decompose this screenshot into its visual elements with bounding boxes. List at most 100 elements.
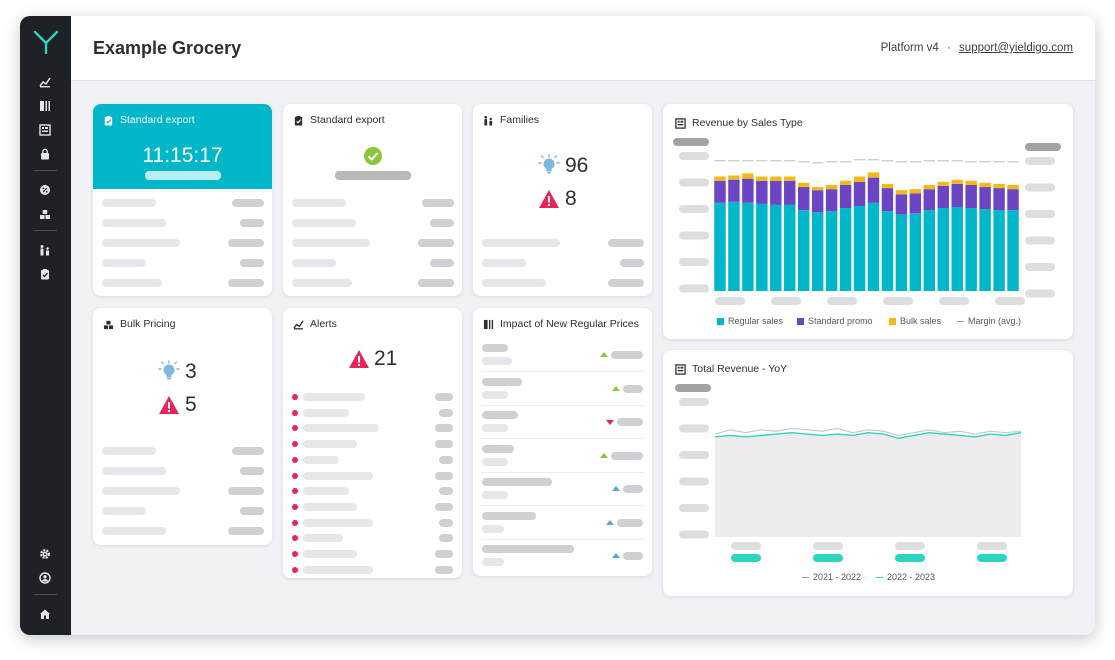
legend-2021-2022[interactable]: 2021 - 2022 <box>802 572 861 582</box>
bar-regular-sales <box>1007 210 1019 291</box>
legend-2022-2023[interactable]: 2022 - 2023 <box>876 572 935 582</box>
placeholder-bar <box>240 507 264 515</box>
x-tick-label-placeholder <box>827 297 857 305</box>
placeholder-bar <box>292 279 352 287</box>
lock-icon[interactable] <box>37 146 53 162</box>
sidebar-divider <box>34 170 57 171</box>
standard-export-card-active[interactable]: Standard export 11:15:17 <box>93 104 272 296</box>
support-link[interactable]: support@yieldigo.com <box>959 42 1073 54</box>
bulk-pricing-icon <box>103 320 114 329</box>
reports-icon <box>675 117 686 129</box>
bar-bulk-sales <box>923 184 936 190</box>
placeholder-bar <box>418 279 454 287</box>
x-tick-label-placeholder <box>939 297 969 305</box>
placeholder-bar <box>303 393 365 401</box>
bar-bulk-sales <box>909 189 922 194</box>
bar-standard-promo <box>867 177 880 203</box>
bar-standard-promo <box>1007 189 1019 211</box>
families-icon[interactable] <box>37 242 53 258</box>
bar-bulk-sales <box>756 176 768 181</box>
bulk-pricing-card[interactable]: Bulk Pricing 3 5 <box>93 308 272 545</box>
bar-standard-promo <box>839 184 852 209</box>
impact-regular-prices-card[interactable]: Impact of New Regular Prices <box>473 308 652 576</box>
y-tick-label-placeholder <box>679 178 709 187</box>
placeholder-bar <box>232 199 264 207</box>
legend-standard-promo[interactable]: Standard promo <box>797 316 873 326</box>
bar-standard-promo <box>909 193 922 214</box>
legend-bulk-sales[interactable]: Bulk sales <box>889 316 941 326</box>
export-progress-bar <box>335 171 411 180</box>
idea-count: 3 <box>185 360 197 383</box>
analytics-icon[interactable] <box>37 74 53 90</box>
bulk-pricing-icon[interactable] <box>37 206 53 222</box>
families-card[interactable]: Families 96 8 <box>473 104 652 296</box>
placeholder-bar <box>292 239 370 247</box>
families-icon <box>484 115 493 126</box>
reports-icon[interactable] <box>37 122 53 138</box>
placeholder-bar <box>303 518 373 527</box>
settings-gear-icon[interactable] <box>37 546 53 562</box>
standard-export-card[interactable]: Standard export <box>283 104 462 296</box>
page-title: Example Grocery <box>93 38 242 58</box>
bar-standard-promo <box>784 180 796 205</box>
bar-regular-sales <box>853 205 866 291</box>
placeholder-bar <box>102 279 162 287</box>
promo-icon[interactable] <box>37 182 53 198</box>
placeholder-bar <box>435 393 453 401</box>
legend-label: 2022 - 2023 <box>887 572 936 582</box>
placeholder-bar <box>439 408 453 417</box>
bar-standard-promo <box>811 190 824 213</box>
price-book-icon[interactable] <box>37 98 53 114</box>
y-tick-label-placeholder <box>679 284 709 293</box>
lightbulb-idea-icon <box>538 154 560 174</box>
bar-standard-promo <box>853 181 866 206</box>
y2-tick-label-placeholder <box>1025 289 1055 298</box>
placeholder-bar <box>102 199 156 207</box>
placeholder-bar <box>303 550 357 558</box>
legend-regular-sales[interactable]: Regular sales <box>717 316 783 326</box>
placeholder-bar <box>482 524 504 533</box>
placeholder-bar <box>617 418 643 426</box>
y-tick-label-placeholder <box>679 424 709 433</box>
export-clipboard-icon[interactable] <box>37 266 53 282</box>
bar-bulk-sales <box>784 176 796 181</box>
alert-dot <box>292 503 298 510</box>
card-title-text: Impact of New Regular Prices <box>500 318 639 330</box>
bar-bulk-sales <box>1007 184 1019 190</box>
bar-standard-promo <box>979 187 991 210</box>
bar-bulk-sales <box>825 184 838 190</box>
card-title-text: Families <box>500 114 540 126</box>
alert-dot <box>292 409 298 416</box>
bar-regular-sales <box>770 204 782 291</box>
bar-standard-promo <box>993 188 1005 211</box>
placeholder-bar <box>102 219 166 227</box>
alert-dot <box>292 566 298 573</box>
yieldigo-logo-icon[interactable] <box>33 30 59 54</box>
alert-dot <box>292 535 298 542</box>
card-title: Standard export <box>293 114 385 126</box>
placeholder-bar <box>102 487 180 495</box>
x-tick-label-placeholder <box>813 542 843 550</box>
success-check-icon <box>364 147 382 165</box>
app-window: Example Grocery Platform v4 · support@yi… <box>20 16 1095 635</box>
total-revenue-yoy-card[interactable]: Total Revenue - YoY 2021 - 2022 2022 - 2… <box>663 350 1073 596</box>
legend-margin[interactable]: Margin (avg.) <box>957 316 1021 326</box>
alerts-card[interactable]: Alerts 21 <box>283 308 462 578</box>
placeholder-bar <box>611 451 643 460</box>
trend-up-icon <box>612 553 620 558</box>
trend-down-icon <box>606 420 614 425</box>
placeholder-bar <box>482 457 508 466</box>
line-2021-2022 <box>714 427 1022 437</box>
clipboard-check-icon <box>104 115 113 126</box>
placeholder-bar <box>240 467 264 475</box>
revenue-by-sales-type-card[interactable]: Revenue by Sales Type Regular sales Stan… <box>663 104 1073 339</box>
clipboard-check-icon <box>294 115 303 126</box>
bar-regular-sales <box>951 207 963 291</box>
user-account-icon[interactable] <box>37 570 53 586</box>
revenue-bar-chart <box>673 138 1061 305</box>
bar-regular-sales <box>825 211 838 291</box>
placeholder-bar <box>232 447 264 455</box>
x-tick-label-placeholder <box>895 554 925 562</box>
y-tick-label-placeholder <box>679 530 709 539</box>
home-icon[interactable] <box>37 606 53 622</box>
